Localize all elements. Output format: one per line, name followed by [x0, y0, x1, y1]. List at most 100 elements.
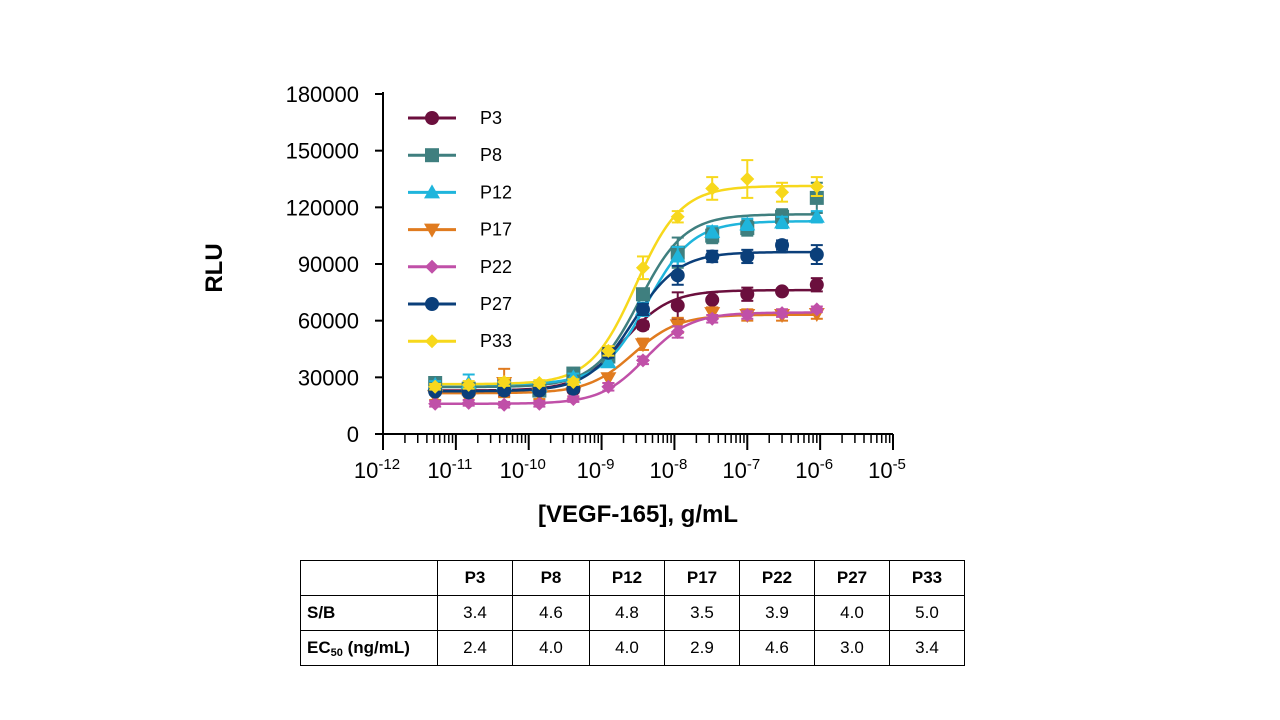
table-cell: 4.8	[589, 595, 665, 631]
table-header-cell: P17	[664, 560, 740, 596]
point-P17	[600, 372, 617, 387]
table-header-cell: P27	[814, 560, 890, 596]
point-P12	[600, 354, 617, 369]
y-tick-label: 150000	[286, 139, 359, 164]
summary-table: P3 P8 P12 P17 P22 P27 P33 S/B 3.4 4.6 4.…	[300, 560, 965, 666]
table-cell: 3.0	[814, 630, 890, 666]
table-cell: 4.0	[814, 595, 890, 631]
table-header-cell: P8	[512, 560, 590, 596]
point-P33	[740, 172, 755, 186]
point-P8	[809, 190, 824, 205]
table-row: EC50 (ng/mL) 2.4 4.0 4.0 2.9 4.6 3.0 3.4	[300, 630, 965, 666]
point-P12	[669, 248, 686, 263]
legend-label: P8	[480, 145, 502, 165]
point-P3	[705, 292, 720, 307]
table-header-cell: P22	[739, 560, 815, 596]
legend-marker	[425, 297, 439, 311]
legend-marker	[425, 111, 439, 125]
table-header-row: P3 P8 P12 P17 P22 P27 P33	[300, 560, 965, 596]
point-P22	[497, 397, 512, 412]
axes: 0 30000 60000 90000 120000 150000 180000 10-12 1…	[286, 82, 906, 483]
table-cell: 4.6	[512, 595, 590, 631]
legend-label: P27	[480, 294, 512, 314]
point-P33	[809, 179, 824, 194]
x-tick-label: 10-8	[650, 456, 688, 483]
point-P27	[775, 238, 790, 253]
row-label-sub: 50	[330, 646, 343, 659]
y-tick-label: 180000	[286, 82, 359, 107]
point-P12	[704, 223, 721, 238]
table-cell: 5.0	[889, 595, 965, 631]
legend-label: P22	[480, 257, 512, 277]
legend-label: P33	[480, 331, 512, 351]
legend-marker	[425, 148, 439, 163]
table-cell: 3.4	[437, 595, 513, 631]
row-label-text: EC	[307, 637, 331, 657]
point-P22	[566, 392, 581, 407]
point-P27	[705, 249, 720, 264]
legend-label: P12	[480, 182, 512, 202]
point-P3	[635, 318, 650, 333]
point-P22	[532, 396, 547, 411]
row-label-sb: S/B	[300, 595, 438, 631]
point-P33	[705, 181, 720, 196]
x-tick-label: 10-11	[427, 456, 472, 483]
table-cell: 3.4	[889, 630, 965, 666]
point-P33	[635, 260, 650, 275]
point-P12	[774, 214, 791, 229]
table-cell: 4.0	[589, 630, 665, 666]
point-P22	[775, 306, 790, 321]
point-P33	[497, 375, 512, 390]
point-P33	[670, 209, 685, 224]
point-P8	[635, 287, 650, 302]
y-tick-label: 0	[347, 422, 359, 447]
y-axis-label: RLU	[201, 243, 228, 292]
point-P27	[809, 247, 824, 262]
point-P22	[809, 302, 824, 317]
row-label-ec50: EC50 (ng/mL)	[300, 630, 438, 666]
x-tick-label: 10-5	[868, 456, 906, 483]
table-header-cell: P12	[589, 560, 665, 596]
point-P27	[532, 383, 547, 398]
legend: P3 P8 P12 P17 P22 P27 P33	[408, 108, 512, 351]
table-header-cell: P33	[889, 560, 965, 596]
table-header-cell: P3	[437, 560, 513, 596]
data-points	[427, 159, 825, 412]
table-cell: 4.6	[739, 630, 815, 666]
point-P3	[809, 277, 824, 292]
legend-marker	[425, 259, 439, 274]
point-P22	[670, 325, 685, 339]
y-tick-label: 90000	[298, 252, 359, 277]
x-tick-label: 10-12	[354, 456, 400, 483]
point-P33	[775, 185, 790, 200]
x-axis-label: [VEGF-165], g/mL	[538, 501, 738, 528]
point-P27	[635, 302, 650, 317]
point-P33	[461, 377, 476, 392]
point-P33	[532, 376, 547, 390]
x-tick-label: 10-6	[795, 456, 833, 483]
point-P22	[705, 311, 720, 326]
table-header-cell	[300, 560, 438, 596]
y-tick-label: 120000	[286, 195, 359, 220]
point-P22	[428, 396, 443, 411]
row-label-suffix: (ng/mL)	[342, 637, 410, 657]
table-row: S/B 3.4 4.6 4.8 3.5 3.9 4.0 5.0	[300, 595, 965, 631]
point-P22	[635, 353, 650, 368]
point-P27	[740, 249, 755, 264]
point-P3	[775, 284, 790, 299]
point-P22	[740, 308, 755, 322]
point-P22	[601, 379, 616, 394]
point-P12	[808, 208, 825, 223]
table-cell: 3.5	[664, 595, 740, 631]
legend-marker	[424, 184, 440, 199]
x-tick-label: 10-10	[500, 456, 546, 483]
table-cell: 4.0	[512, 630, 590, 666]
row-label-text: S/B	[307, 602, 336, 622]
x-tick-label: 10-7	[722, 456, 760, 483]
table-cell: 3.9	[739, 595, 815, 631]
legend-marker	[424, 223, 440, 238]
x-tick-label: 10-9	[577, 456, 615, 483]
point-P27	[497, 383, 512, 398]
point-P17	[634, 338, 651, 353]
dose-response-chart: 0 30000 60000 90000 120000 150000 180000 10-12 1…	[201, 82, 906, 528]
